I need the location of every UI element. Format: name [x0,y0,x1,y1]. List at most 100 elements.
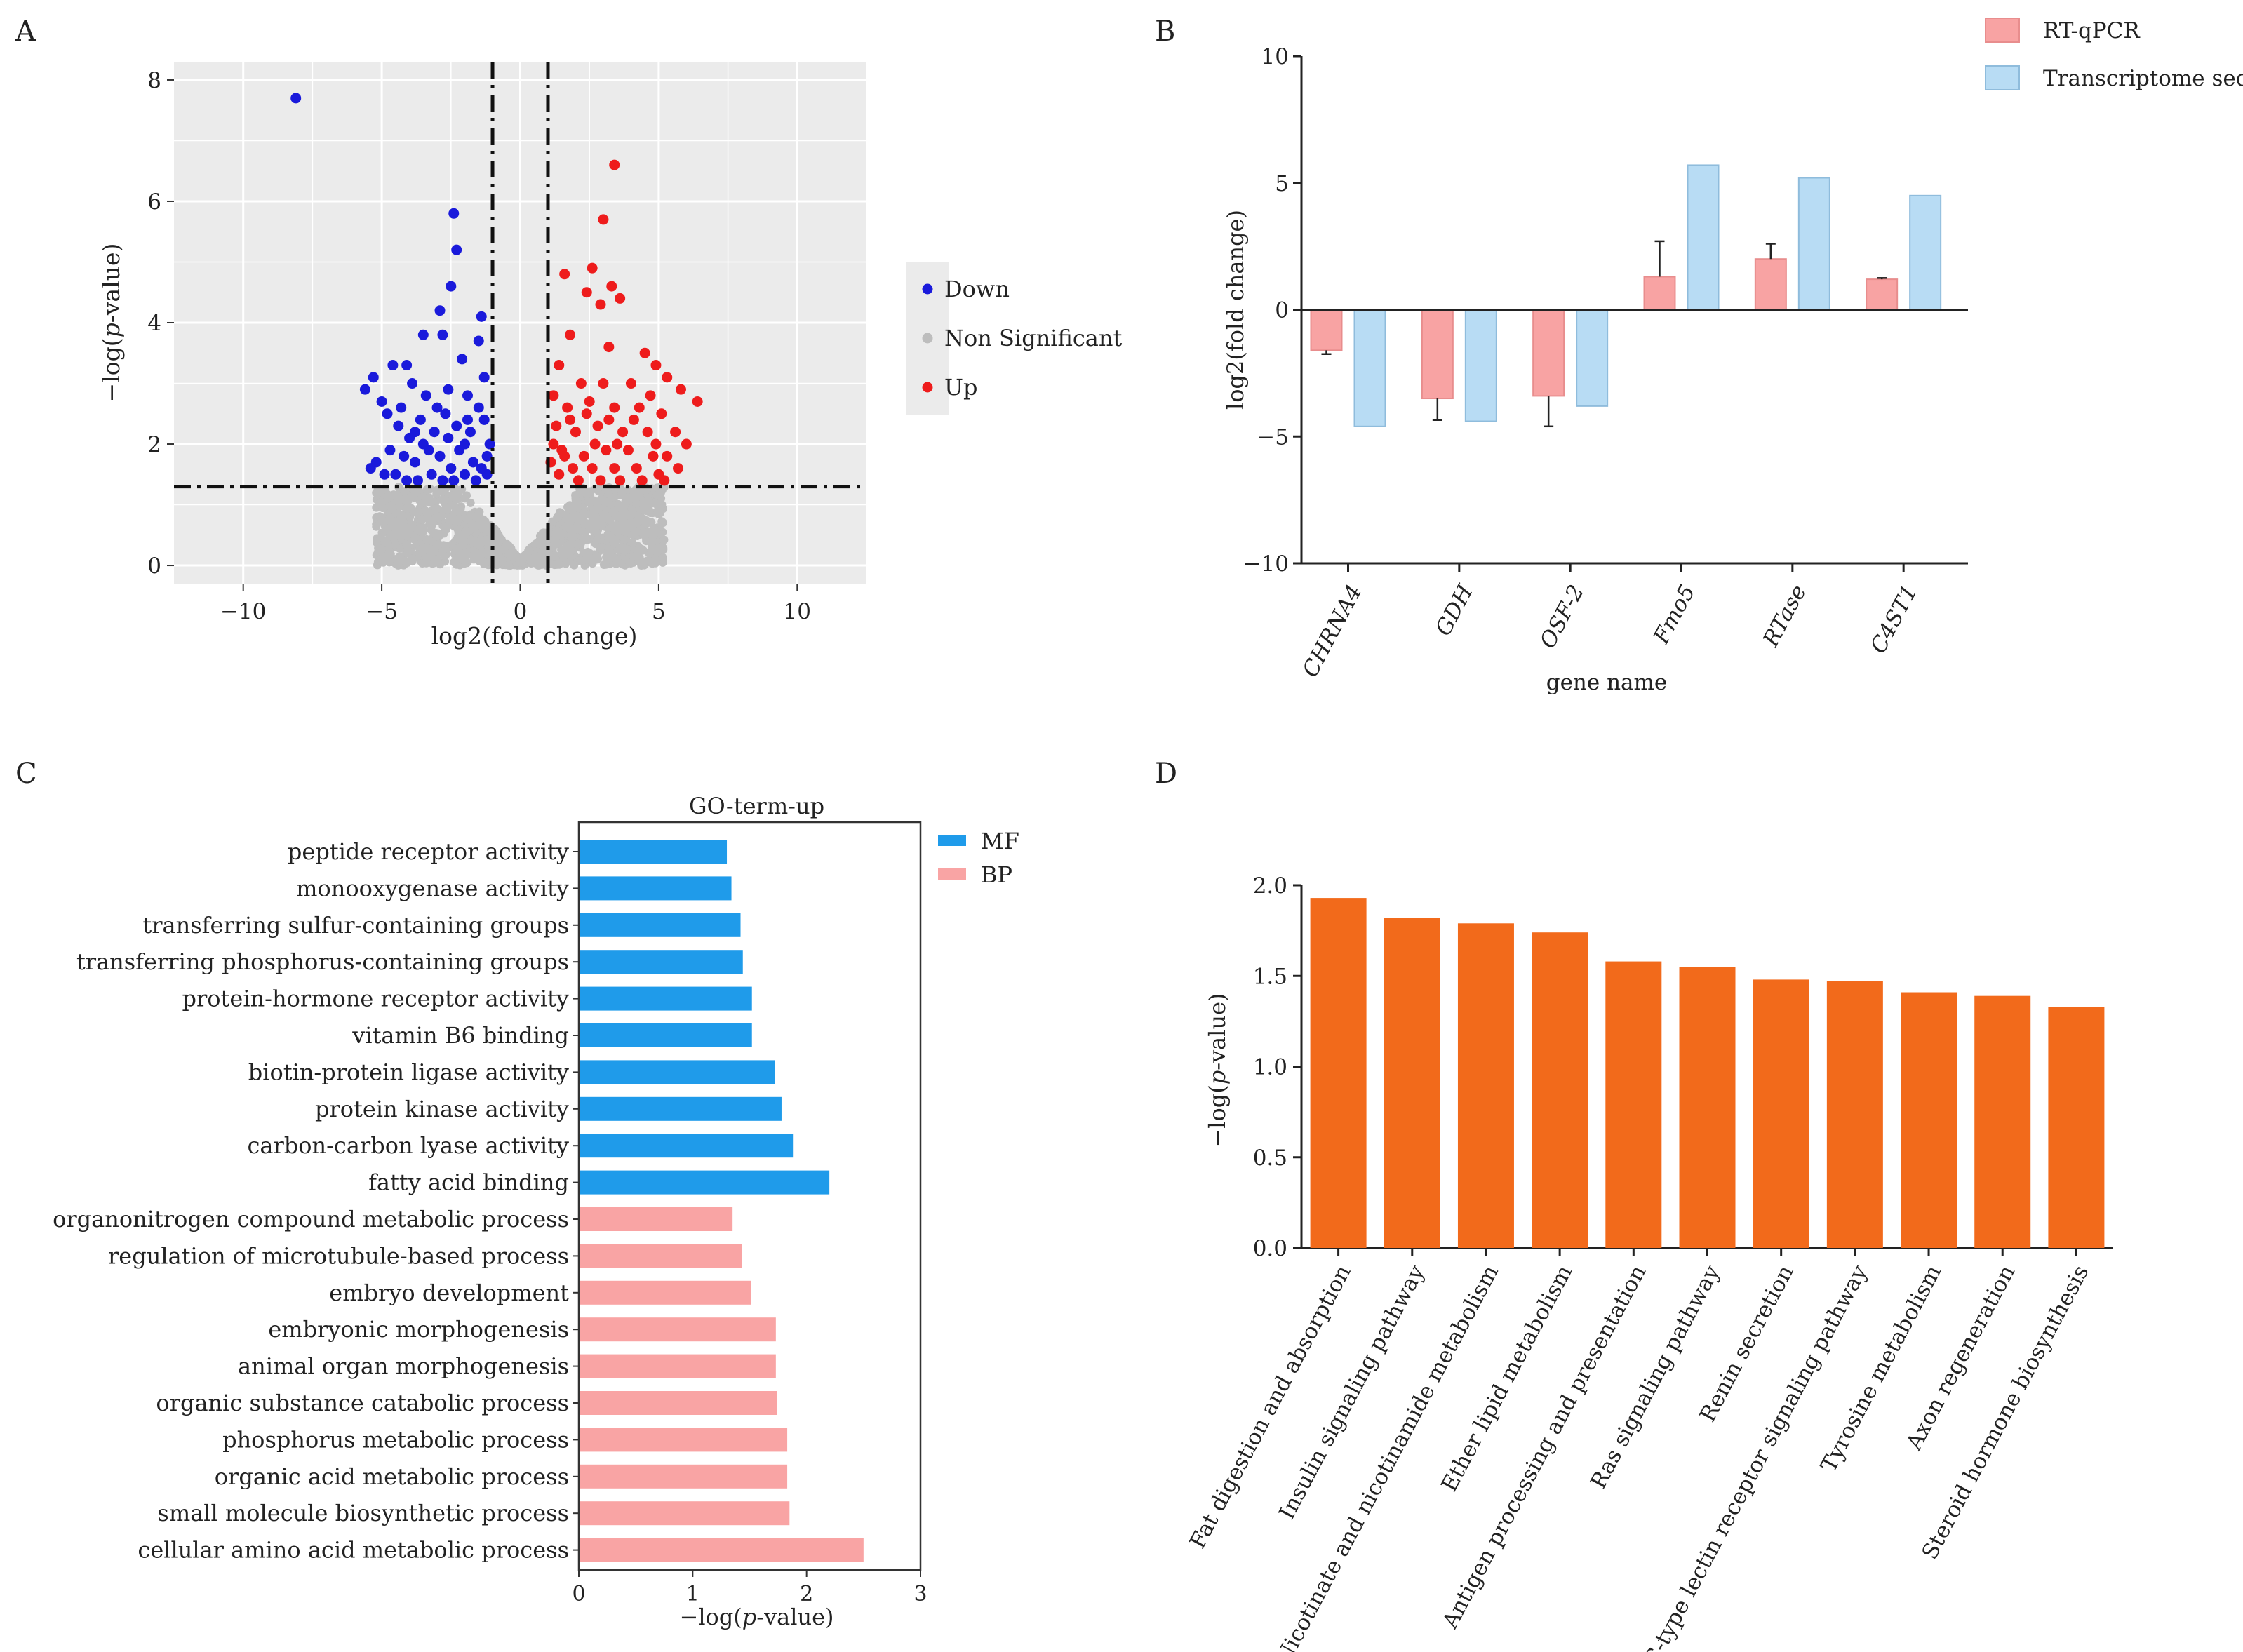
nonsig-point [629,530,638,539]
nonsig-point [583,547,592,556]
up-point [609,159,620,170]
down-point [484,438,495,450]
chart-title: GO-term-up [689,793,824,819]
nonsig-point [577,516,586,525]
nonsig-point [377,497,386,506]
go-bar [580,876,732,901]
legend-label-1: Non Significant [944,325,1122,351]
nonsig-point [494,538,503,547]
nonsig-point [610,492,620,502]
y-tick-label: peptide receptor activity [288,838,569,865]
nonsig-point [437,511,446,521]
go-bar [580,1023,752,1047]
go-bar [580,1428,788,1452]
down-point [462,414,473,425]
up-point [603,414,615,425]
up-point [606,281,617,292]
nonsig-point [395,502,404,511]
nonsig-point [453,517,462,526]
up-point [609,402,620,413]
go-bar [580,1280,751,1305]
nonsig-point [525,546,534,556]
up-point [615,293,626,304]
up-point [631,463,642,474]
go-bar [580,1207,733,1231]
up-point [617,427,629,438]
down-point [473,335,484,347]
nonsig-point [589,514,598,523]
x-axis-title: gene name [1546,670,1668,695]
down-point [443,384,454,395]
go-bar [580,1464,788,1489]
y-tick-label: fatty acid binding [368,1169,569,1196]
legend-key-0 [938,835,966,846]
kegg-bar [1532,932,1588,1248]
y-tick-label: 6 [147,189,161,215]
down-point [376,396,387,407]
nonsig-point [566,547,575,556]
down-point [387,360,399,371]
go-bar [580,1134,794,1158]
nonsig-point [654,544,663,553]
up-point [548,438,559,450]
nonsig-point [649,530,658,539]
nonsig-point [573,497,582,506]
y-tick-label: 0 [147,553,161,579]
down-point [368,372,379,383]
nonsig-point [430,546,439,556]
volcano-plot: 0 2 4 6 8 −10 −5 0 5 10 log2(fold change) −log(p-va… [98,62,1122,650]
nonsig-point [409,508,418,517]
nonsig-point [376,488,385,497]
up-point [584,396,595,407]
down-point [440,408,451,419]
down-point [401,475,413,486]
rtqpcr-bar [1866,278,1899,311]
down-point [437,475,448,486]
nonsig-point [656,488,665,497]
down-point [451,244,462,255]
nonsig-point [384,558,394,567]
go-bar [580,913,741,937]
down-point [464,427,476,438]
up-point [562,402,573,413]
transcriptome-bar [1687,164,1720,311]
nonsig-point [421,506,430,515]
nonsig-point [428,520,437,529]
nonsig-point [462,491,471,500]
down-point [467,457,478,468]
up-point [581,287,592,298]
nonsig-point [605,516,614,525]
nonsig-point [422,558,431,568]
down-point [434,305,446,316]
transcriptome-bar [1576,309,1609,407]
up-point [681,438,692,450]
nonsig-point [387,518,396,528]
go-bar [580,1391,777,1415]
down-point [426,469,437,480]
nonsig-point [521,553,530,562]
nonsig-point [595,543,604,552]
nonsig-point [403,558,412,567]
up-point [625,378,636,389]
down-point [365,463,376,474]
down-point [290,93,302,104]
down-point [384,445,396,456]
nonsig-point [637,561,646,570]
nonsig-point [598,521,607,530]
rtqpcr-bar [1310,309,1343,351]
nonsig-point [450,490,459,499]
nonsig-point [479,557,488,566]
nonsig-point [470,550,479,559]
kegg-bar [1753,979,1809,1248]
up-point [587,463,598,474]
down-point [431,402,443,413]
nonsig-point [591,504,600,513]
nonsig-point [502,539,511,549]
down-point [457,354,468,365]
nonsig-point [645,497,654,506]
x-tick-label: 2 [800,1582,813,1606]
up-point [589,438,601,450]
nonsig-point [445,518,454,528]
kegg-bar [1679,967,1736,1248]
nonsig-point [659,535,669,544]
